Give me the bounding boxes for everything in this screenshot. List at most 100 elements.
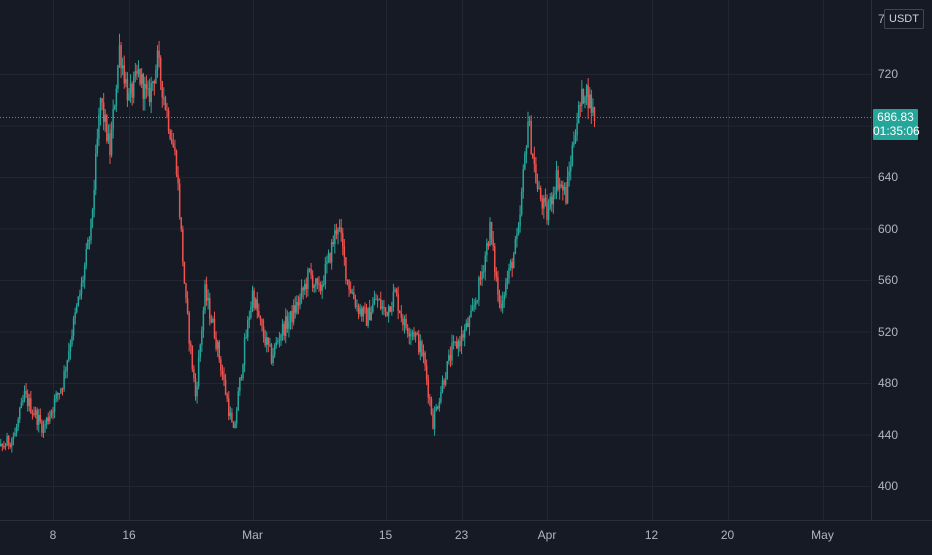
candle-body <box>262 326 265 338</box>
candle-layer <box>0 33 596 453</box>
candle-body <box>585 85 588 98</box>
candle-body <box>508 268 510 279</box>
candle-body <box>373 299 376 305</box>
candle-body <box>0 443 2 446</box>
candle-body <box>153 81 156 84</box>
candle-body <box>422 352 425 356</box>
candle-body <box>524 153 526 170</box>
candle-body <box>61 388 64 390</box>
candle-body <box>530 121 532 154</box>
candle-body <box>349 289 352 293</box>
candle-body <box>343 246 346 258</box>
candle-body <box>7 435 10 445</box>
candle-body <box>416 333 418 335</box>
candle-body <box>484 255 486 272</box>
candle-body <box>302 287 304 291</box>
candle-body <box>55 393 57 399</box>
candle-body <box>340 227 342 234</box>
candle-body <box>299 296 301 306</box>
candle-body <box>72 318 75 336</box>
candle-body <box>297 301 300 306</box>
candle-body <box>112 109 114 130</box>
candle-body <box>63 370 65 390</box>
candle-body <box>372 304 374 313</box>
candle-body <box>397 293 399 311</box>
candle-body <box>323 284 325 286</box>
candle-body <box>386 311 388 316</box>
candle-body <box>375 299 377 301</box>
price-axis-label: 520 <box>878 324 899 339</box>
candle-body <box>231 412 233 423</box>
candle-body <box>77 296 80 306</box>
candle-body <box>101 98 103 103</box>
candle-body <box>104 115 106 122</box>
candle-body <box>41 421 43 433</box>
candle-body <box>441 380 444 393</box>
candle-body <box>552 194 555 205</box>
candle-body <box>481 271 483 280</box>
candle-body <box>33 413 35 415</box>
candle-body <box>354 299 357 307</box>
candle-body <box>460 334 463 347</box>
candle-body <box>449 354 452 361</box>
candle-body <box>294 305 296 313</box>
candle-body <box>58 393 61 395</box>
candle-body <box>197 357 200 387</box>
candle-body <box>42 425 45 433</box>
candle-body <box>250 307 252 318</box>
candle-body <box>183 262 186 284</box>
candle-body <box>224 379 227 395</box>
candle-body <box>304 283 306 291</box>
candle-body <box>69 344 72 352</box>
candle-body <box>318 283 320 285</box>
candle-body <box>446 361 448 380</box>
candle-body <box>120 45 122 69</box>
time-axis-label: May <box>811 528 834 542</box>
candle-body <box>402 318 404 326</box>
candle-body <box>1 443 4 447</box>
candle-body <box>215 337 217 349</box>
candle-body <box>414 333 417 337</box>
candle-body <box>106 115 108 141</box>
candle-body <box>475 301 477 306</box>
candle-body <box>384 307 387 312</box>
candle-body <box>166 109 168 111</box>
candle-body <box>427 379 429 398</box>
candle-body <box>142 74 144 99</box>
candle-body <box>172 143 175 148</box>
candle-body <box>571 145 574 166</box>
candle-body <box>134 71 137 77</box>
candle-body <box>159 57 162 82</box>
candle-body <box>180 217 182 230</box>
candle-body <box>432 414 434 429</box>
candle-body <box>444 379 447 385</box>
candle-body <box>243 338 246 365</box>
candle-body <box>486 243 488 256</box>
candle-body <box>454 341 456 343</box>
candle-body <box>9 444 11 447</box>
candle-body <box>380 299 382 309</box>
price-axis-label: 600 <box>878 221 899 236</box>
candle-body <box>511 261 513 269</box>
candle-body <box>473 305 475 307</box>
candle-body <box>76 305 78 313</box>
candle-body <box>277 341 279 343</box>
candle-body <box>123 65 125 84</box>
currency-button[interactable]: USDT <box>884 9 924 29</box>
candle-body <box>256 299 258 311</box>
candle-body <box>346 279 349 281</box>
candle-body <box>110 129 113 156</box>
candle-body <box>68 351 70 361</box>
candle-body <box>577 105 580 124</box>
candle-body <box>99 98 102 115</box>
candle-body <box>533 157 536 165</box>
candle-body <box>164 97 167 110</box>
candle-body <box>391 307 393 312</box>
candle-body <box>280 334 282 341</box>
candle-body <box>544 197 547 203</box>
candle-body <box>209 298 211 320</box>
candle-body <box>519 214 521 227</box>
last-price-value: 686.83 <box>877 109 914 124</box>
